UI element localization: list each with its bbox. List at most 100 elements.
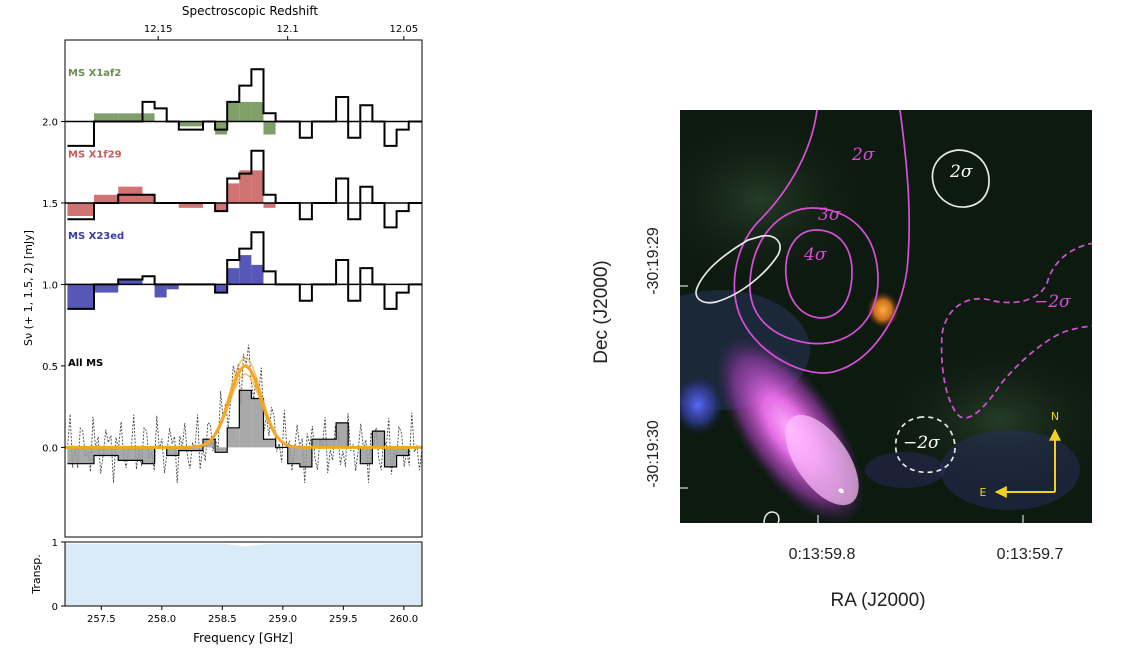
contour-2sigma-magenta <box>733 110 911 374</box>
observed-spectrum <box>67 68 422 147</box>
image-xtick-1: 0:13:59.7 <box>997 546 1064 563</box>
contour-label-neg2sigma-white: −2σ <box>903 433 940 453</box>
fine-channel-spectrum <box>65 344 422 484</box>
transmission-tick-label: 1 <box>52 538 58 549</box>
stacked-bar <box>215 447 228 453</box>
stacked-spectrum <box>67 389 422 468</box>
transmission-y-ticks: 01 <box>52 538 65 613</box>
model-bar <box>263 121 276 135</box>
stacked-bar <box>251 398 264 448</box>
model-bar <box>142 194 155 203</box>
model-bar <box>215 284 228 293</box>
image-panel: 2σ 3σ 4σ −2σ 2σ −2σ N E 0:13:59.8 0:13:5… <box>591 110 1092 611</box>
model-bar <box>154 284 167 298</box>
y-tick-label: 1.5 <box>42 199 58 210</box>
observed-spectrum <box>67 149 422 229</box>
y-tick-label: 1.0 <box>42 280 58 291</box>
contour-3sigma-magenta <box>749 207 879 345</box>
stacked-bar <box>299 447 312 467</box>
top-tick-label: 12.1 <box>277 24 299 35</box>
model-bar <box>118 279 143 285</box>
contour-neg2sigma-white <box>894 416 956 474</box>
series-labels: MS X1af2 MS X1f29 MS X23ed All MS <box>68 68 124 369</box>
model-bar <box>94 194 119 203</box>
gaussian-fit <box>65 364 422 449</box>
model-bar <box>94 284 119 293</box>
model-bar <box>67 202 95 216</box>
contour-label-4sigma: 4σ <box>803 245 827 265</box>
stacked-bar <box>287 447 300 464</box>
spectrum-x-label: Frequency [GHz] <box>193 631 293 645</box>
y-tick-label: 2.0 <box>42 117 58 128</box>
stacked-bar <box>384 447 397 467</box>
model-bar <box>239 255 252 285</box>
spectrum-y-label: Sν (+ 1, 1.5, 2) [mJy] <box>22 230 35 346</box>
compass: N E <box>980 410 1061 499</box>
contour-2sigma-white-right <box>931 149 990 208</box>
stacked-bar <box>178 447 203 451</box>
x-tick-label: 259.0 <box>269 614 298 625</box>
stacked-bar <box>263 439 276 448</box>
stacked-bar <box>336 422 349 448</box>
stacked-bar <box>396 447 409 456</box>
contour-label-3sigma: 3σ <box>818 205 841 225</box>
model-bar <box>263 202 276 208</box>
model-bar <box>142 113 155 122</box>
model-bar <box>215 121 228 135</box>
model-bar <box>251 170 264 203</box>
model-bar <box>94 113 119 122</box>
top-tick-label: 12.05 <box>390 24 419 35</box>
series-label: All MS <box>68 358 103 369</box>
model-bar <box>239 170 252 203</box>
stacked-bar <box>67 447 95 464</box>
spectrum-axes-frame <box>64 39 423 538</box>
y-tick-label: 0.0 <box>42 443 58 454</box>
stacked-bar <box>118 447 143 461</box>
stacked-bar <box>311 439 337 448</box>
model-bar <box>251 264 264 285</box>
image-x-label: RA (J2000) <box>830 590 925 611</box>
contour-neg2sigma-magenta <box>940 242 1092 419</box>
model-bar <box>227 268 240 285</box>
model-bar <box>227 183 240 203</box>
stacked-bar <box>239 390 252 448</box>
top-axis-label: Spectroscopic Redshift <box>182 4 318 18</box>
model-bar <box>178 202 203 208</box>
transmission-tick-label: 0 <box>52 602 58 613</box>
model-bar <box>251 101 264 122</box>
y-tick-label: 0.5 <box>42 362 58 373</box>
image-axis-ticks <box>680 285 1024 523</box>
stacked-bar <box>360 447 373 464</box>
spectrum-panel: Spectroscopic Redshift 12.15 12.1 12.05 0.… <box>22 4 423 645</box>
spectrum-series <box>65 68 422 484</box>
sky-image: 2σ 3σ 4σ −2σ 2σ −2σ N E <box>680 110 1092 523</box>
image-xtick-0: 0:13:59.8 <box>789 546 856 563</box>
stacked-bar <box>166 447 179 456</box>
stacked-bar <box>142 447 155 464</box>
contour-white-bottom <box>763 511 780 523</box>
image-ytick-1: -30:19:30 <box>645 420 662 488</box>
model-bar <box>178 121 203 127</box>
model-bar <box>215 202 228 212</box>
contour-label-2sigma-white: 2σ <box>949 162 973 182</box>
x-tick-label: 260.0 <box>390 614 419 625</box>
model-bar <box>118 113 143 122</box>
foreground-galaxy-blue <box>680 375 724 435</box>
compass-north-label: N <box>1051 410 1059 423</box>
x-tick-label: 258.0 <box>147 614 176 625</box>
frequency-ticks: 257.5 258.0 258.5 259.0 259.5 260.0 <box>87 606 418 625</box>
x-tick-label: 258.5 <box>208 614 237 625</box>
top-tick-label: 12.15 <box>144 24 173 35</box>
series-label: MS X1f29 <box>68 149 122 160</box>
x-tick-label: 257.5 <box>87 614 116 625</box>
stacked-bar <box>94 447 119 456</box>
image-ytick-0: -30:19:29 <box>645 227 662 295</box>
spectrum-y-ticks: 0.0 0.5 1.0 1.5 2.0 <box>42 117 65 454</box>
top-axis-ticks: 12.15 12.1 12.05 <box>144 24 418 40</box>
series-label: MS X23ed <box>68 231 124 242</box>
model-bar <box>239 101 252 122</box>
series-label: MS X1af2 <box>68 68 121 79</box>
observed-spectrum <box>67 231 422 310</box>
x-tick-label: 259.5 <box>329 614 358 625</box>
